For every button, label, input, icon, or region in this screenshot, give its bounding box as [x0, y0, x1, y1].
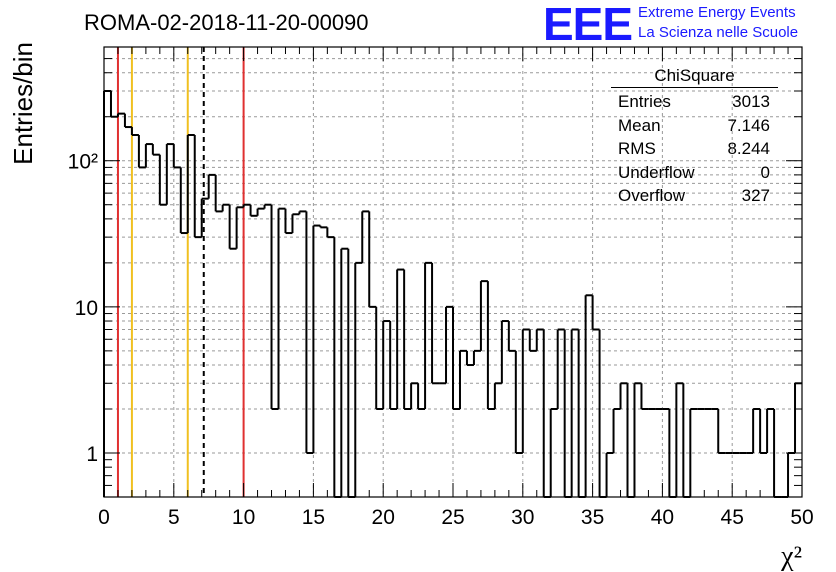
- y-tick-label: 10: [75, 297, 98, 320]
- stats-row: RMS 8.244: [611, 137, 778, 161]
- stats-row: Underflow 0: [611, 161, 778, 185]
- x-tick-label: 15: [302, 506, 325, 529]
- x-tick-label: 5: [168, 506, 180, 529]
- x-tick-label: 45: [721, 506, 744, 529]
- stats-label: Overflow: [618, 186, 686, 205]
- y-tick-label: 10²: [68, 151, 98, 174]
- stats-value: 0: [760, 162, 770, 182]
- stats-value: 327: [741, 186, 770, 205]
- stats-label: Entries: [618, 92, 671, 111]
- x-tick-label: 30: [511, 506, 534, 529]
- logo-line-1: Extreme Energy Events: [638, 4, 796, 21]
- y-tick-label: 1: [86, 443, 98, 466]
- x-tick-label: 10: [232, 506, 255, 529]
- stats-box: ChiSquare Entries 3013 Mean 7.146 RMS 8.…: [611, 66, 778, 208]
- x-tick-label: 25: [441, 506, 464, 529]
- x-tick-label: 0: [98, 506, 110, 529]
- stats-row: Entries 3013: [611, 90, 778, 114]
- x-tick-label: 20: [372, 506, 395, 529]
- stats-row: Mean 7.146: [611, 114, 778, 138]
- stats-value: 3013: [732, 92, 770, 111]
- stats-label: Underflow: [618, 162, 695, 182]
- x-tick-label: 40: [651, 506, 674, 529]
- stats-label: Mean: [618, 115, 661, 135]
- eee-logo: EEE: [543, 0, 633, 50]
- stats-value: 7.146: [727, 115, 770, 135]
- x-axis-label: χ²: [780, 541, 802, 572]
- x-tick-label: 50: [790, 506, 813, 529]
- logo-line-2: La Scienza nelle Scuole: [638, 24, 799, 41]
- x-tick-label: 35: [581, 506, 604, 529]
- chart-title: ROMA-02-2018-11-20-00090: [84, 10, 369, 35]
- stats-title: ChiSquare: [611, 66, 778, 88]
- stats-row: Overflow 327: [611, 184, 778, 208]
- stats-value: 8.244: [727, 139, 770, 158]
- stats-label: RMS: [618, 139, 656, 158]
- y-axis-label: Entries/bin: [8, 42, 38, 165]
